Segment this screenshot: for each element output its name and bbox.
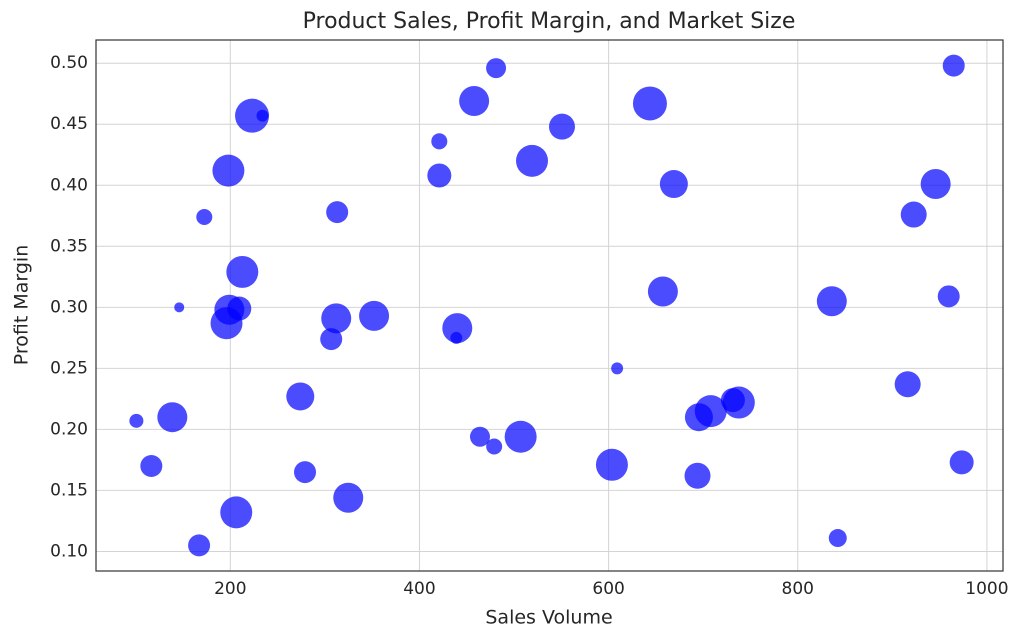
bubble <box>816 286 847 317</box>
bubble <box>326 201 349 224</box>
y-tick-label: 0.30 <box>50 297 88 317</box>
bubble <box>894 371 921 398</box>
bubble <box>684 462 711 489</box>
bubble <box>442 313 473 344</box>
bubble <box>212 154 245 187</box>
bubble <box>486 58 507 79</box>
y-tick-label: 0.10 <box>50 541 88 561</box>
bubble <box>486 438 503 455</box>
bubble <box>659 170 688 199</box>
bubble <box>450 331 463 344</box>
bubble <box>504 420 537 453</box>
bubble <box>722 386 755 419</box>
bubble <box>516 144 548 177</box>
bubble <box>949 450 974 475</box>
bubble <box>256 109 269 122</box>
x-tick-label: 400 <box>403 579 435 599</box>
y-tick-label: 0.35 <box>50 236 88 256</box>
y-tick-label: 0.20 <box>50 419 88 439</box>
y-tick-label: 0.45 <box>50 114 88 134</box>
bubble <box>226 255 259 288</box>
bubble <box>294 461 317 484</box>
bubble <box>937 285 960 308</box>
y-tick-label: 0.25 <box>50 358 88 378</box>
bubble <box>427 163 452 188</box>
x-tick-label: 1000 <box>965 579 1008 599</box>
bubble <box>227 296 252 321</box>
bubble <box>694 395 727 428</box>
x-tick-label: 200 <box>214 579 246 599</box>
bubble <box>611 362 624 375</box>
bubble <box>196 208 213 226</box>
bubble <box>431 133 448 150</box>
bubble <box>647 276 678 307</box>
bubble <box>157 402 188 433</box>
bubble <box>595 448 628 481</box>
y-axis-label: Profit Margin <box>11 245 33 366</box>
bubble <box>140 455 163 478</box>
y-tick-label: 0.50 <box>50 53 88 73</box>
bubble <box>359 300 390 331</box>
bubble <box>235 98 270 133</box>
bubble <box>188 534 211 557</box>
bubble <box>129 413 144 428</box>
bubble <box>632 86 667 121</box>
bubble <box>900 201 927 228</box>
bubble <box>942 54 965 77</box>
bubble <box>286 382 315 411</box>
bubble <box>333 482 364 513</box>
bubble <box>920 169 951 200</box>
y-tick-label: 0.15 <box>50 480 88 500</box>
bubble <box>321 303 352 334</box>
bubble <box>548 113 575 140</box>
bubble <box>459 86 490 117</box>
plot-frame <box>95 39 1004 572</box>
x-tick-label: 600 <box>592 579 624 599</box>
bubble <box>320 328 343 351</box>
bubble <box>174 302 185 313</box>
chart-title: Product Sales, Profit Margin, and Market… <box>303 9 796 34</box>
bubble <box>220 496 253 529</box>
x-tick-label: 800 <box>782 579 814 599</box>
bubble <box>828 529 847 548</box>
y-tick-label: 0.40 <box>50 175 88 195</box>
bubble <box>469 426 490 447</box>
x-axis-label: Sales Volume <box>485 607 612 629</box>
